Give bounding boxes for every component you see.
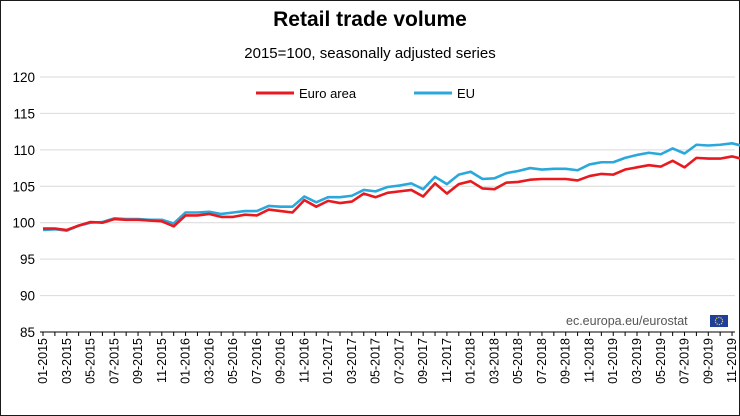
y-tick-label: 115	[13, 106, 35, 121]
x-tick-label: 05-2016	[226, 338, 240, 384]
x-tick-label: 01-2017	[321, 338, 335, 384]
x-tick-label: 11-2018	[582, 338, 596, 383]
x-axis: 01-2015 03-2015 05-2015 07-2015 09-2015 11-20…	[36, 331, 739, 384]
x-tick-label: 07-2019	[678, 338, 692, 384]
series-lines	[42, 142, 740, 233]
y-axis: 85 90 95 100 105 110 115 120	[12, 70, 35, 340]
x-tick-label: 09-2017	[416, 338, 430, 384]
x-tick-label: 07-2018	[535, 338, 549, 384]
chart-subtitle: 2015=100, seasonally adjusted series	[244, 45, 496, 62]
y-tick-label: 120	[12, 70, 35, 85]
legend-label-eu: EU	[457, 86, 475, 101]
chart-title: Retail trade volume	[273, 8, 467, 31]
x-tick-label: 03-2018	[487, 338, 501, 384]
x-tick-label: 05-2015	[84, 338, 98, 384]
x-tick-label: 09-2018	[559, 338, 573, 384]
x-tick-label: 03-2017	[345, 338, 359, 384]
x-tick-label: 05-2019	[654, 338, 668, 384]
x-tick-label: 09-2015	[131, 338, 145, 384]
x-tick-label: 07-2015	[107, 338, 121, 384]
x-tick-label: 09-2016	[274, 338, 288, 384]
x-tick-label: 01-2015	[36, 338, 50, 384]
x-tick-label: 11-2016	[297, 338, 311, 383]
x-tick-label: 05-2018	[511, 338, 525, 384]
x-tick-label: 11-2015	[155, 338, 169, 383]
y-tick-label: 110	[13, 143, 35, 158]
x-tick-label: 01-2018	[464, 338, 478, 384]
x-tick-label: 03-2015	[60, 338, 74, 384]
x-tick-label: 01-2016	[179, 338, 193, 384]
source-credit: ec.europa.eu/eurostat	[566, 314, 728, 328]
legend-label-euro-area: Euro area	[299, 86, 357, 101]
x-tick-label: 03-2016	[202, 338, 216, 384]
y-tick-label: 95	[20, 252, 35, 267]
gridlines	[40, 76, 735, 333]
source-text: ec.europa.eu/eurostat	[566, 314, 688, 328]
x-tick-label: 11-2019	[725, 338, 739, 383]
y-tick-label: 90	[20, 289, 35, 304]
y-tick-label: 100	[12, 216, 35, 231]
x-tick-label: 05-2017	[369, 338, 383, 384]
series-line-euro-area	[43, 155, 740, 232]
x-tick-label: 01-2019	[606, 338, 620, 384]
x-tick-label: 07-2016	[250, 338, 264, 384]
eu-flag-icon	[710, 315, 728, 327]
series-line-eu	[42, 142, 740, 233]
x-tick-label: 07-2017	[392, 338, 406, 384]
x-tick-label: 11-2017	[440, 338, 454, 383]
y-tick-label: 85	[20, 325, 35, 340]
y-tick-label: 105	[12, 179, 35, 194]
x-tick-label: 09-2019	[701, 338, 715, 384]
legend: Euro area EU	[256, 86, 475, 101]
x-tick-label: 03-2019	[630, 338, 644, 384]
